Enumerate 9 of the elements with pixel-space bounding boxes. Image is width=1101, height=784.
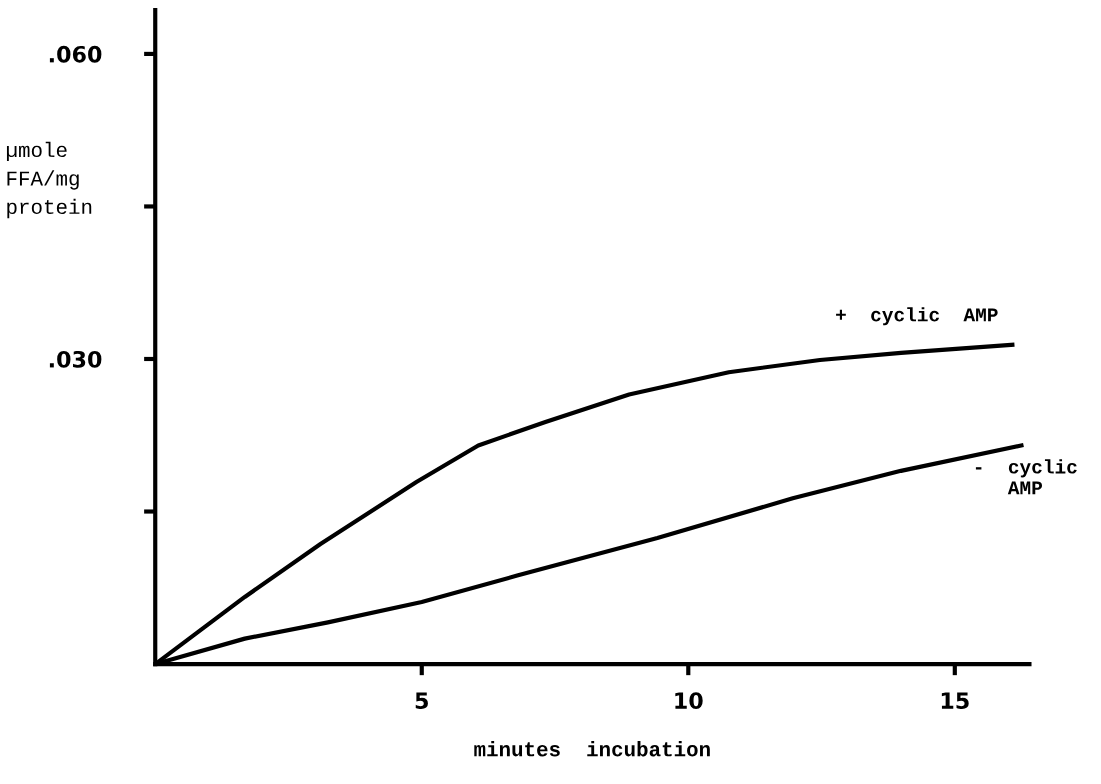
y-tick-label: .060 (49, 45, 102, 63)
x-tick-label: 15 (941, 692, 969, 710)
series-label: + cyclic AMP (836, 307, 998, 326)
y-tick-label: .030 (49, 350, 102, 368)
x-tick-label: 10 (675, 692, 703, 710)
x-tick-label: 5 (415, 692, 428, 710)
x-axis-title: minutes incubation (474, 741, 710, 757)
series-label: - cyclic AMP (975, 459, 1077, 495)
y-axis-title: µmole FFA/mg protein (6, 141, 92, 219)
